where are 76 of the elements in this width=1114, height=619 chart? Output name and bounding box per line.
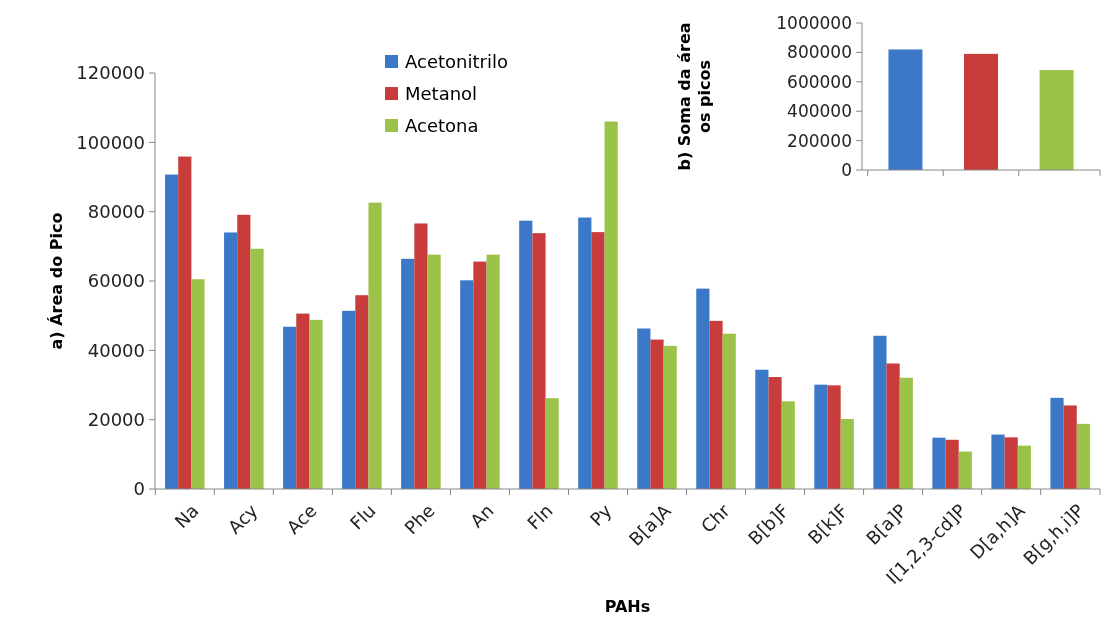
bar (781, 401, 795, 489)
x-tick-label: Fln (522, 499, 557, 534)
legend-label: Metanol (405, 83, 478, 105)
y-axis-title: a) Área do Pico (47, 212, 66, 350)
x-tick-label: Flu (345, 499, 380, 534)
y-tick-label: 80000 (87, 200, 145, 222)
x-tick-label: Na (170, 499, 203, 533)
y-tick-label: 800000 (787, 42, 852, 63)
bar (1076, 423, 1090, 489)
bar (283, 326, 297, 489)
bar (637, 328, 651, 489)
bar (768, 377, 782, 489)
bar (486, 254, 500, 489)
bar (1004, 437, 1018, 489)
x-tick-label: Py (585, 499, 616, 530)
bar (932, 437, 946, 489)
y-tick-label: 600000 (787, 71, 852, 92)
bar (663, 345, 677, 489)
y-tick-label: 200000 (787, 130, 852, 151)
bar (873, 335, 887, 489)
y-tick-label: 400000 (787, 101, 852, 122)
x-tick-label: Phe (400, 499, 439, 539)
legend-label: Acetona (405, 115, 479, 137)
bar (296, 313, 310, 489)
bar (532, 233, 546, 489)
bar (473, 261, 487, 489)
y-tick-label: 20000 (87, 408, 145, 430)
bar (722, 333, 736, 489)
bar (958, 451, 972, 489)
bar (709, 320, 723, 489)
bar (650, 339, 664, 489)
y-tick-label: 0 (841, 159, 852, 180)
x-tick-label: An (466, 499, 498, 532)
y-tick-label: 40000 (87, 339, 145, 361)
y-axis-title: b) Soma da área os picos (675, 22, 714, 171)
bar (519, 220, 533, 489)
x-tick-label: Ace (282, 499, 321, 539)
bar (945, 439, 959, 489)
y-tick-label: 0 (133, 478, 145, 500)
bar (1063, 405, 1077, 489)
x-tick-label: Chr (696, 499, 735, 537)
bar (224, 232, 238, 489)
bar (165, 174, 179, 489)
bar (309, 319, 323, 489)
bar (840, 418, 854, 489)
bar (814, 384, 828, 489)
y-tick-label: 120000 (76, 62, 145, 84)
bar (178, 156, 192, 489)
bar (899, 377, 913, 489)
bar (191, 279, 205, 489)
bar (545, 398, 559, 489)
x-tick-label: Acy (223, 499, 262, 538)
legend-label: Acetonitrilo (405, 51, 508, 73)
bar (250, 248, 264, 489)
bar (604, 121, 618, 489)
y-tick-label: 100000 (76, 131, 145, 153)
bar (427, 254, 441, 489)
bar (401, 258, 415, 489)
bar (237, 214, 251, 489)
bar (1050, 397, 1064, 489)
bar (460, 280, 474, 489)
bar (696, 288, 710, 489)
y-tick-label: 60000 (87, 270, 145, 292)
bar (342, 310, 356, 489)
bar (827, 385, 841, 489)
x-axis-title: PAHs (604, 597, 651, 616)
bar (991, 434, 1005, 489)
bar (368, 202, 382, 489)
y-tick-label: 1000000 (776, 12, 852, 33)
bar (886, 363, 900, 489)
bar (591, 232, 605, 489)
bar (355, 295, 369, 489)
bar (755, 369, 769, 489)
bar (578, 217, 592, 489)
bar (1017, 445, 1031, 489)
bar (414, 223, 428, 489)
